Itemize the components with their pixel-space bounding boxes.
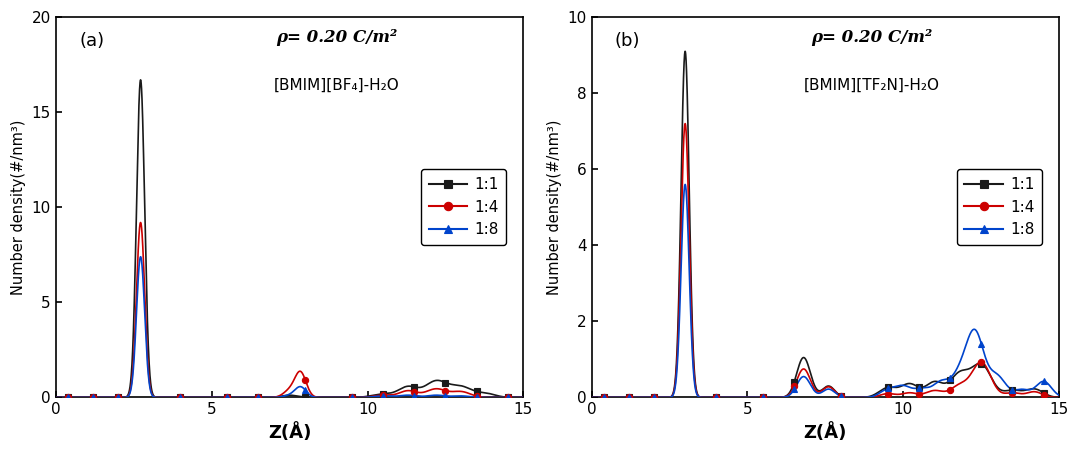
Text: ρ= 0.20 C/m²: ρ= 0.20 C/m²	[811, 29, 933, 45]
Y-axis label: Number density(#/nm³): Number density(#/nm³)	[11, 120, 26, 295]
Text: (b): (b)	[615, 32, 640, 50]
Text: (a): (a)	[79, 32, 105, 50]
X-axis label: Z(Å): Z(Å)	[804, 423, 847, 442]
Legend: 1:1, 1:4, 1:8: 1:1, 1:4, 1:8	[421, 169, 507, 245]
Text: [BMIM][BF₄]-H₂O: [BMIM][BF₄]-H₂O	[273, 78, 400, 93]
Text: [BMIM][TF₂N]-H₂O: [BMIM][TF₂N]-H₂O	[805, 78, 941, 93]
X-axis label: Z(Å): Z(Å)	[268, 423, 311, 442]
Legend: 1:1, 1:4, 1:8: 1:1, 1:4, 1:8	[957, 169, 1042, 245]
Y-axis label: Number density(#/nm³): Number density(#/nm³)	[546, 120, 562, 295]
Text: ρ= 0.20 C/m²: ρ= 0.20 C/m²	[275, 29, 397, 45]
